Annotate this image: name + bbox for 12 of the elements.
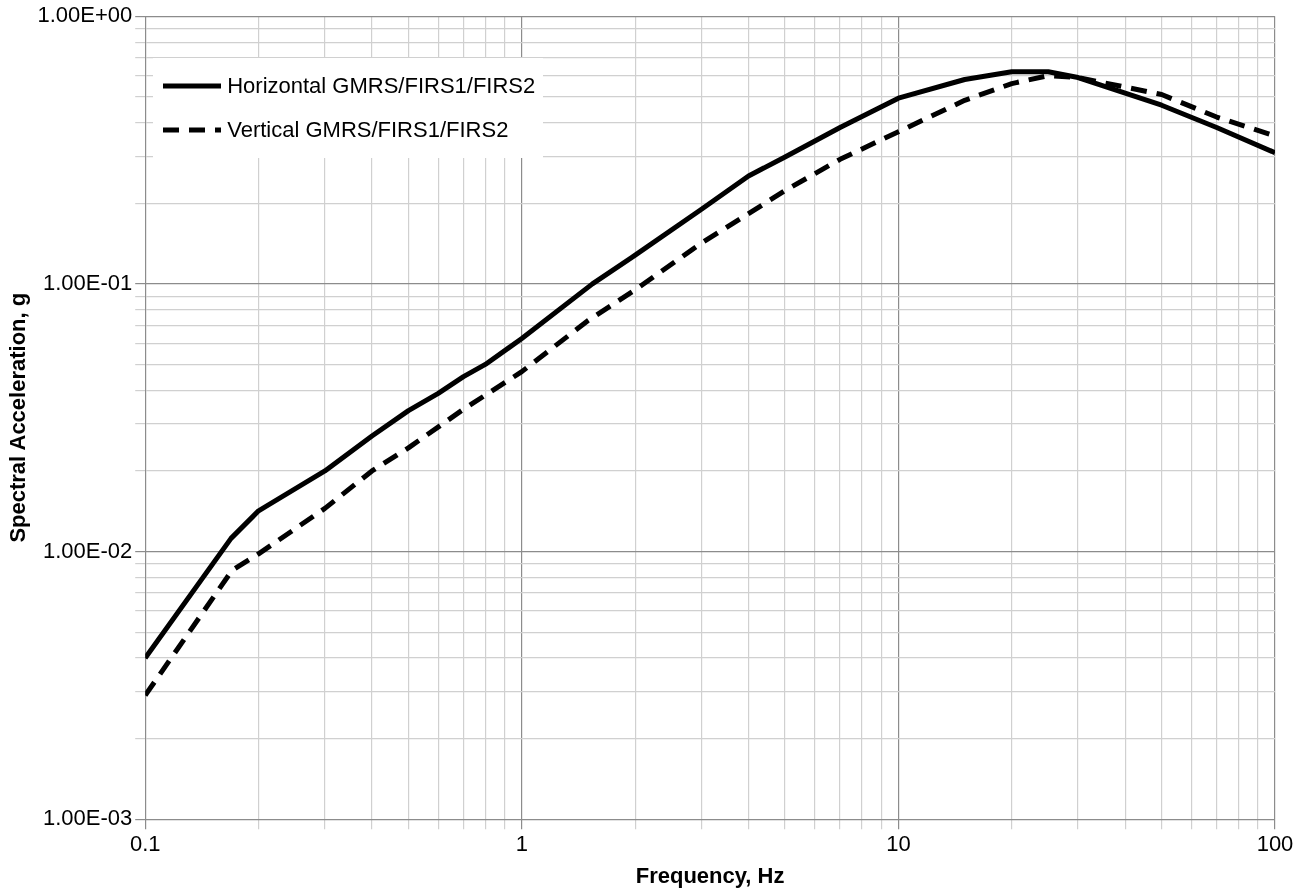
x-axis-title: Frequency, Hz [635, 862, 785, 888]
y-axis-title: Spectral Acceleration, g [5, 292, 31, 543]
y-tick-label: 1.00E+00 [37, 2, 133, 28]
x-tick-label: 10 [886, 831, 911, 857]
legend-label: Horizontal GMRS/FIRS1/FIRS2 [227, 73, 536, 100]
x-tick-label: 100 [1256, 831, 1294, 857]
x-tick-label: 0.1 [129, 831, 161, 857]
y-tick-label: 1.00E-02 [42, 537, 133, 563]
y-tick-label: 1.00E-03 [42, 805, 133, 831]
legend-label: Vertical GMRS/FIRS1/FIRS2 [227, 117, 509, 144]
y-tick-label: 1.00E-01 [42, 269, 133, 295]
x-tick-label: 1 [515, 831, 528, 857]
